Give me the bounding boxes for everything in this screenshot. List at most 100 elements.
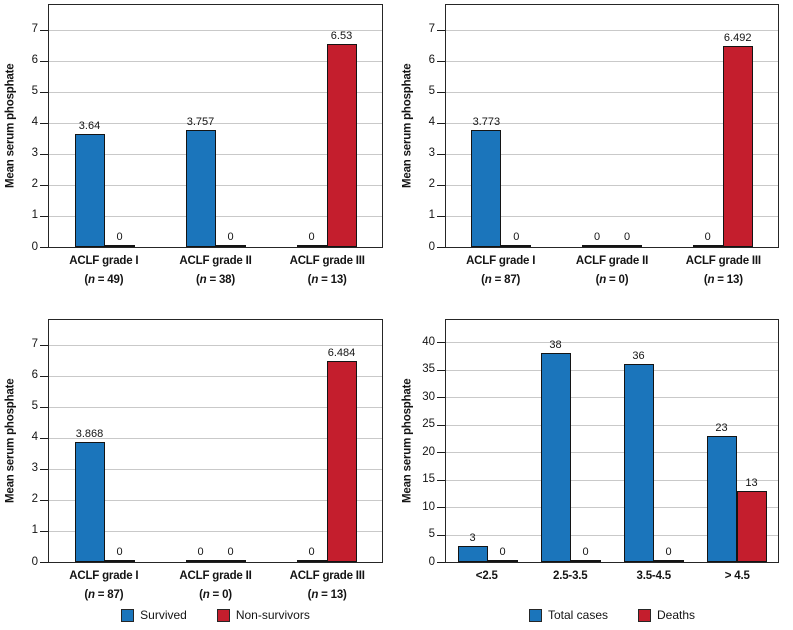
bar-column: 0: [104, 5, 135, 247]
category-label-line: 3.5-4.5: [636, 570, 672, 582]
gridline: [446, 397, 778, 398]
gridline: [49, 215, 382, 217]
bar-column: 0: [487, 320, 518, 562]
y-tick-mark: [437, 29, 445, 31]
gridline: [446, 153, 778, 155]
y-tick-mark: [437, 153, 445, 155]
y-tick-mark: [40, 344, 48, 346]
legend-swatch: [638, 608, 651, 622]
gridline: [446, 424, 778, 426]
bar: [501, 244, 532, 247]
bar: [74, 442, 105, 562]
y-tick-label: 0: [428, 240, 435, 253]
gridline: [49, 153, 382, 155]
bar: [722, 45, 753, 247]
category-label: ACLF grade III (n = 13): [271, 254, 383, 288]
bar-column: 0: [692, 5, 723, 247]
category-label-line: ACLF grade III: [289, 570, 365, 582]
y-tick-mark: [437, 452, 445, 454]
bar: [612, 244, 642, 247]
bars-row: 3 0 38 0 36 0 23 13: [446, 320, 778, 562]
legend: Survived Non-survivors: [48, 608, 383, 622]
y-tick-mark: [40, 406, 48, 408]
bar-column: 6.53: [326, 5, 357, 247]
gridline: [49, 406, 382, 408]
bar-column: 0: [215, 5, 246, 247]
category-group: 3.868 0: [49, 320, 160, 562]
bar-column: 38: [540, 320, 571, 562]
gridline: [446, 184, 778, 186]
bar-value-label: 0: [513, 230, 520, 243]
bar-value-label: 0: [116, 545, 123, 558]
legend-item: Survived: [121, 608, 187, 622]
bar-value-label: 6.53: [330, 30, 353, 43]
y-tick-mark: [437, 122, 445, 124]
gridline: [49, 60, 382, 62]
legend-swatch: [121, 608, 135, 622]
chart-panel-top-right: Mean serum phosphate 0 1 2 3 4 5 6 7 3.773 0 0 0 0 6.…: [397, 0, 793, 315]
gridline: [49, 499, 382, 501]
bar-value-label: 0: [227, 545, 234, 558]
y-tick-label: 1: [428, 209, 435, 222]
bar-value-label: 13: [745, 476, 758, 489]
bar-value-label: 0: [116, 230, 123, 243]
gridline: [49, 375, 382, 377]
bar: [326, 360, 357, 562]
gridline: [49, 122, 382, 124]
y-tick-label: 35: [422, 363, 435, 375]
legend-item: Deaths: [638, 608, 695, 622]
bar-column: 6.492: [722, 5, 753, 247]
gridline: [446, 342, 778, 344]
category-label: <2.5: [445, 569, 529, 584]
y-tick-mark: [437, 507, 445, 509]
bar-column: 3.773: [471, 5, 502, 247]
category-group: 3.773 0: [446, 5, 557, 247]
y-tick-label: 5: [31, 85, 38, 98]
gridline: [446, 122, 778, 124]
y-tick-label: 6: [31, 54, 38, 67]
y-tick-label: 3: [31, 462, 38, 475]
bar-column: 0: [582, 5, 612, 247]
bars-row: 3.868 0 0 0 0 6.484: [49, 320, 382, 562]
y-tick-label: 4: [428, 116, 435, 129]
bar-column: 0: [296, 5, 327, 247]
legend: Total cases Deaths: [445, 608, 779, 622]
y-tick-mark: [40, 215, 48, 217]
bar-column: 0: [612, 5, 642, 247]
y-tick-mark: [40, 499, 48, 501]
category-label-line: ACLF grade I: [69, 255, 139, 267]
category-label-line: ACLF grade I: [466, 255, 536, 267]
x-axis-labels: ACLF grade I (n = 87) ACLF grade II (n = 0)…: [445, 254, 779, 288]
bar-column: 6.484: [326, 320, 357, 562]
bar-value-label: 0: [704, 230, 711, 243]
category-label-line: ACLF grade I: [69, 570, 139, 582]
bar: [296, 559, 327, 562]
bar-value-label: 0: [308, 545, 315, 558]
legend-label: Total cases: [547, 608, 608, 622]
category-sublabel: (n = 0): [199, 589, 232, 601]
bar-value-label: 0: [623, 230, 631, 243]
legend-label: Deaths: [657, 608, 696, 622]
y-tick-label: 4: [31, 431, 38, 444]
category-label: ACLF grade II (n = 0): [160, 569, 272, 603]
bar-value-label: 23: [715, 421, 728, 434]
bar-column: 3.868: [74, 320, 105, 562]
bar: [540, 353, 571, 562]
y-tick-mark: [437, 369, 445, 371]
gridline: [446, 479, 778, 481]
category-sublabel: (n = 49): [84, 274, 124, 286]
bars-row: 3.773 0 0 0 0 6.492: [446, 5, 778, 247]
bar: [457, 545, 488, 562]
category-sublabel: (n = 38): [196, 274, 236, 286]
y-tick-mark: [437, 247, 445, 248]
bar: [185, 559, 216, 562]
legend-item: Non-survivors: [216, 608, 310, 622]
bar-column: 0: [653, 320, 684, 562]
bar: [706, 435, 737, 562]
category-label: 3.5-4.5: [612, 569, 696, 584]
bar: [736, 490, 767, 562]
gridline: [49, 29, 382, 31]
category-group: 0 6.484: [271, 320, 382, 562]
